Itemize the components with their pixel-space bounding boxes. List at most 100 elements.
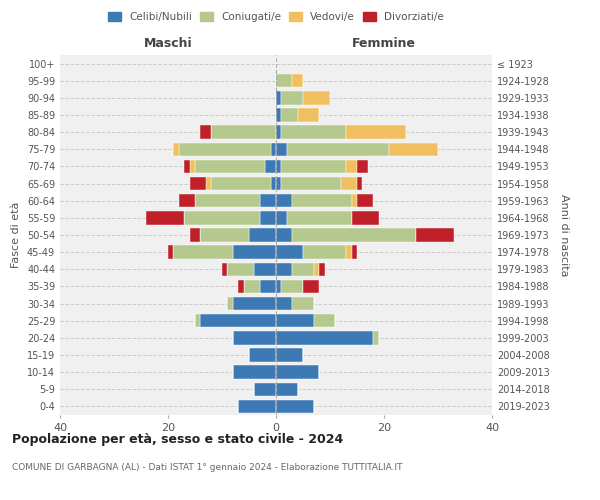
- Bar: [271, 142, 276, 156]
- Bar: [276, 348, 303, 362]
- Bar: [303, 91, 330, 104]
- Bar: [276, 314, 314, 328]
- Bar: [373, 331, 379, 344]
- Bar: [292, 194, 352, 207]
- Bar: [276, 297, 292, 310]
- Bar: [249, 228, 276, 241]
- Bar: [200, 228, 249, 241]
- Bar: [281, 108, 298, 122]
- Bar: [303, 280, 319, 293]
- Bar: [276, 74, 292, 88]
- Bar: [190, 160, 195, 173]
- Bar: [276, 142, 287, 156]
- Bar: [346, 246, 352, 259]
- Bar: [190, 177, 206, 190]
- Bar: [244, 280, 260, 293]
- Bar: [276, 108, 281, 122]
- Bar: [276, 160, 281, 173]
- Bar: [260, 211, 276, 224]
- Bar: [276, 280, 281, 293]
- Bar: [281, 160, 346, 173]
- Bar: [195, 314, 200, 328]
- Bar: [389, 142, 438, 156]
- Text: Maschi: Maschi: [143, 37, 193, 50]
- Bar: [184, 211, 260, 224]
- Bar: [238, 400, 276, 413]
- Bar: [314, 314, 335, 328]
- Bar: [211, 126, 276, 139]
- Bar: [276, 91, 281, 104]
- Bar: [314, 262, 319, 276]
- Bar: [292, 297, 314, 310]
- Bar: [276, 366, 319, 379]
- Legend: Celibi/Nubili, Coniugati/e, Vedovi/e, Divorziati/e: Celibi/Nubili, Coniugati/e, Vedovi/e, Di…: [104, 8, 448, 26]
- Bar: [195, 194, 260, 207]
- Bar: [281, 177, 341, 190]
- Bar: [249, 348, 276, 362]
- Bar: [233, 331, 276, 344]
- Bar: [179, 194, 195, 207]
- Bar: [222, 262, 227, 276]
- Bar: [233, 246, 276, 259]
- Bar: [227, 297, 233, 310]
- Bar: [168, 246, 173, 259]
- Bar: [211, 177, 271, 190]
- Bar: [200, 314, 276, 328]
- Bar: [346, 126, 406, 139]
- Bar: [319, 262, 325, 276]
- Bar: [195, 160, 265, 173]
- Bar: [173, 246, 233, 259]
- Bar: [276, 126, 281, 139]
- Bar: [200, 126, 211, 139]
- Bar: [190, 228, 200, 241]
- Bar: [227, 262, 254, 276]
- Text: Popolazione per età, sesso e stato civile - 2024: Popolazione per età, sesso e stato civil…: [12, 432, 343, 446]
- Bar: [276, 228, 292, 241]
- Bar: [260, 280, 276, 293]
- Text: Femmine: Femmine: [352, 37, 416, 50]
- Bar: [357, 177, 362, 190]
- Bar: [276, 331, 373, 344]
- Bar: [292, 262, 314, 276]
- Bar: [287, 142, 389, 156]
- Bar: [254, 262, 276, 276]
- Bar: [276, 262, 292, 276]
- Bar: [298, 108, 319, 122]
- Bar: [341, 177, 357, 190]
- Bar: [146, 211, 184, 224]
- Bar: [352, 246, 357, 259]
- Bar: [281, 280, 303, 293]
- Text: COMUNE DI GARBAGNA (AL) - Dati ISTAT 1° gennaio 2024 - Elaborazione TUTTITALIA.I: COMUNE DI GARBAGNA (AL) - Dati ISTAT 1° …: [12, 462, 403, 471]
- Bar: [292, 74, 303, 88]
- Bar: [287, 211, 352, 224]
- Bar: [276, 246, 303, 259]
- Bar: [281, 91, 303, 104]
- Bar: [292, 228, 416, 241]
- Bar: [179, 142, 271, 156]
- Y-axis label: Anni di nascita: Anni di nascita: [559, 194, 569, 276]
- Bar: [357, 194, 373, 207]
- Bar: [352, 194, 357, 207]
- Bar: [276, 211, 287, 224]
- Bar: [238, 280, 244, 293]
- Bar: [206, 177, 211, 190]
- Bar: [276, 382, 298, 396]
- Bar: [173, 142, 179, 156]
- Y-axis label: Fasce di età: Fasce di età: [11, 202, 21, 268]
- Bar: [303, 246, 346, 259]
- Bar: [265, 160, 276, 173]
- Bar: [276, 177, 281, 190]
- Bar: [352, 211, 379, 224]
- Bar: [276, 400, 314, 413]
- Bar: [281, 126, 346, 139]
- Bar: [233, 297, 276, 310]
- Bar: [416, 228, 454, 241]
- Bar: [357, 160, 368, 173]
- Bar: [346, 160, 357, 173]
- Bar: [276, 194, 292, 207]
- Bar: [254, 382, 276, 396]
- Bar: [233, 366, 276, 379]
- Bar: [184, 160, 190, 173]
- Bar: [271, 177, 276, 190]
- Bar: [260, 194, 276, 207]
